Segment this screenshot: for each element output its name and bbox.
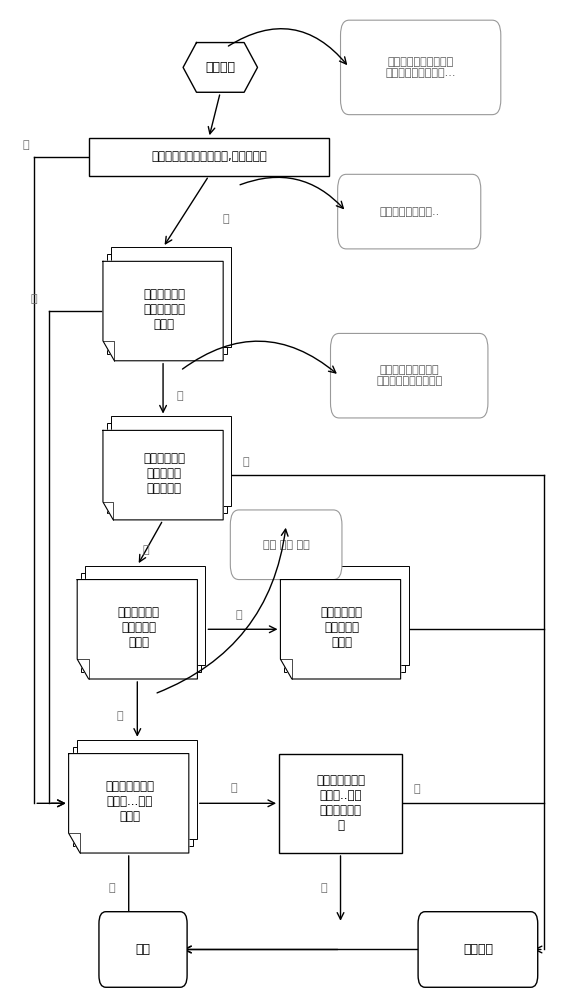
- Polygon shape: [77, 580, 198, 679]
- Bar: [107, 254, 227, 354]
- Bar: [288, 566, 409, 665]
- FancyArrowPatch shape: [240, 177, 343, 208]
- Bar: [111, 416, 231, 506]
- FancyArrowPatch shape: [228, 29, 346, 64]
- Bar: [73, 747, 193, 846]
- FancyBboxPatch shape: [418, 912, 538, 987]
- Text: 选择确认第二、
三或四...功能
父菜单: 选择确认第二、 三或四...功能 父菜单: [105, 780, 154, 823]
- FancyBboxPatch shape: [230, 510, 342, 580]
- FancyBboxPatch shape: [340, 20, 501, 115]
- Text: 否: 否: [23, 140, 29, 150]
- FancyArrowPatch shape: [157, 529, 288, 693]
- Bar: [279, 754, 402, 853]
- Bar: [77, 740, 197, 839]
- Text: 基本烹饪、菜谱烹饪、
个性烹饪、特色烹饪...: 基本烹饪、菜谱烹饪、 个性烹饪、特色烹饪...: [386, 57, 456, 78]
- Bar: [107, 423, 227, 513]
- Bar: [88, 138, 329, 176]
- Text: 选择确认第一
功能子菜单，
如饭类: 选择确认第一 功能子菜单， 如饭类: [143, 288, 186, 331]
- Bar: [111, 247, 231, 347]
- Text: 是: 是: [223, 214, 229, 224]
- Text: 选择确认第二、
三或四..功能
子菜单或孙菜
单: 选择确认第二、 三或四..功能 子菜单或孙菜 单: [316, 774, 365, 832]
- Polygon shape: [103, 261, 223, 361]
- Text: 选择确认第一
功能孙菜单
如猪肉: 选择确认第一 功能孙菜单 如猪肉: [321, 606, 363, 649]
- Text: 饭类、肉类、粥类..: 饭类、肉类、粥类..: [379, 207, 439, 217]
- Text: 否: 否: [117, 711, 124, 721]
- FancyBboxPatch shape: [99, 912, 187, 987]
- Text: 选择确认第一
功能孙菜单
如江苏大米: 选择确认第一 功能孙菜单 如江苏大米: [143, 452, 186, 495]
- FancyBboxPatch shape: [338, 174, 481, 249]
- Text: 否: 否: [108, 883, 115, 893]
- Text: 否: 否: [31, 294, 38, 304]
- Text: 待机状态: 待机状态: [205, 61, 235, 74]
- Text: 江苏大米、东北大米
进口泰国米、南方大米: 江苏大米、东北大米 进口泰国米、南方大米: [376, 365, 442, 386]
- FancyArrowPatch shape: [183, 341, 336, 373]
- Bar: [85, 566, 205, 665]
- Text: 否: 否: [143, 545, 149, 555]
- Text: 结束: 结束: [135, 943, 150, 956]
- Bar: [284, 573, 405, 672]
- Text: 是: 是: [236, 610, 242, 620]
- Polygon shape: [69, 754, 189, 853]
- Polygon shape: [103, 430, 223, 520]
- Polygon shape: [280, 580, 401, 679]
- Text: 是: 是: [243, 457, 249, 467]
- Text: 是: 是: [177, 391, 184, 401]
- Text: 是: 是: [413, 784, 420, 794]
- Text: 否: 否: [320, 883, 327, 893]
- Text: 选择确认第一
功能子菜单
如肉类: 选择确认第一 功能子菜单 如肉类: [117, 606, 160, 649]
- Text: 开始烹饪: 开始烹饪: [463, 943, 493, 956]
- Polygon shape: [183, 43, 258, 92]
- Text: 是: 是: [231, 783, 237, 793]
- FancyBboxPatch shape: [331, 333, 488, 418]
- Text: 选择确认第一功能父菜单,如基本烹饪: 选择确认第一功能父菜单,如基本烹饪: [151, 150, 266, 163]
- Text: 猪肉 牛肉 羊肉: 猪肉 牛肉 羊肉: [263, 540, 309, 550]
- Bar: [81, 573, 201, 672]
